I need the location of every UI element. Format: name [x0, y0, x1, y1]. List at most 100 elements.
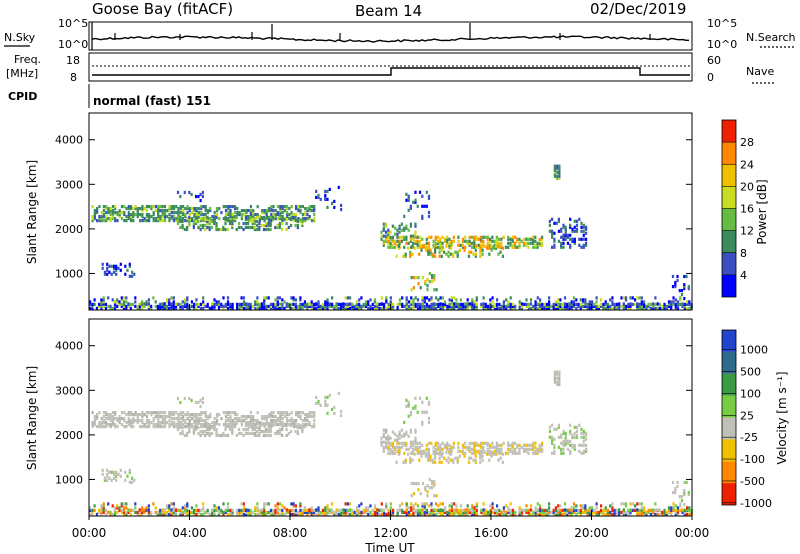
velocity-cell-495 — [224, 433, 227, 438]
velocity-cell-177 — [175, 411, 178, 415]
velocity-cell-1060 — [575, 425, 579, 429]
velocity-cell-111 — [145, 411, 148, 415]
velocity-cell-1127 — [91, 510, 94, 514]
velocity-cell-1121 — [433, 482, 436, 486]
power-cell-400 — [292, 213, 295, 217]
velocity-cell-124 — [152, 411, 155, 415]
power-cell-1685 — [643, 302, 646, 306]
velocity-cell-1405 — [378, 508, 381, 512]
velocity-cell-1541 — [507, 510, 510, 514]
velocity-cell-1509 — [475, 512, 478, 516]
velocity-cell-828 — [525, 447, 528, 451]
velocity-cell-1190 — [168, 508, 171, 512]
power-cell-102 — [141, 207, 144, 211]
velocity-cell-179 — [177, 419, 180, 423]
velocity-cell-381 — [281, 411, 284, 415]
power-cell-990 — [423, 204, 426, 208]
power-cell-1921 — [536, 296, 539, 300]
power-cell-1454 — [428, 306, 431, 310]
velocity-cell-1103 — [412, 482, 416, 486]
power-cell-1127 — [91, 304, 94, 308]
velocity-cell-1116 — [431, 486, 434, 490]
velocity-cell-259 — [215, 415, 219, 419]
velocity-cell-992 — [425, 396, 428, 400]
velocity-cell-524 — [251, 427, 254, 432]
velocity-cell-921 — [438, 460, 441, 464]
power-cell-1567 — [534, 302, 537, 306]
power-cell-1488 — [457, 304, 460, 308]
velocity-cell-92 — [136, 417, 139, 421]
power-cell-88 — [134, 207, 137, 211]
power-cell-1631 — [591, 304, 594, 308]
velocity-cell-956 — [483, 450, 486, 454]
velocity-cell-291 — [234, 421, 237, 425]
power-cell-1940 — [582, 298, 585, 302]
power-cell-441 — [176, 221, 180, 226]
power-cell-623 — [201, 194, 204, 199]
velocity-cell-130 — [157, 423, 160, 427]
velocity-cell-722 — [446, 441, 449, 445]
velocity-cell-1860 — [405, 502, 408, 506]
power-cell-1784 — [202, 302, 205, 306]
power-cell-812 — [513, 245, 517, 249]
noise-right-label: N.Search — [746, 31, 796, 44]
power-cell-721 — [446, 237, 449, 241]
velocity-cell-537 — [260, 429, 263, 434]
power-cell-736 — [461, 245, 465, 249]
velocity-cell-705 — [437, 451, 440, 455]
date-title: 02/Dec/2019 — [590, 0, 686, 18]
power-cell-280 — [229, 213, 232, 217]
velocity-cell-1392 — [364, 508, 368, 512]
power-cell-1887 — [450, 298, 453, 302]
power-cell-940 — [458, 248, 461, 252]
velocity-cell-1521 — [487, 510, 490, 514]
velocity-cell-2021 — [683, 489, 686, 493]
velocity-cell-895 — [402, 460, 405, 464]
velocity-cell-364 — [274, 419, 277, 423]
velocity-cell-1745 — [116, 506, 119, 510]
power-cell-56 — [118, 215, 121, 219]
power-cell-1069 — [582, 245, 585, 249]
velocity-cell-1787 — [211, 508, 214, 512]
velocity-cell-1642 — [602, 510, 605, 514]
velocity-colorbar-label: Velocity [m s⁻¹] — [775, 371, 789, 464]
velocity-cell-1504 — [471, 510, 474, 514]
velocity-cell-39 — [109, 417, 112, 421]
velocity-cell-1037 — [566, 447, 570, 451]
power-cell-1400 — [373, 304, 377, 308]
velocity-cell-1078 — [585, 443, 588, 447]
power-cell-989 — [421, 194, 424, 198]
velocity-cell-476 — [206, 421, 209, 426]
power-cell-1497 — [464, 304, 467, 308]
velocity-cell-1999 — [326, 403, 329, 407]
power-cell-1752 — [125, 300, 128, 304]
power-cell-997 — [548, 229, 551, 233]
power-cell-1632 — [591, 302, 594, 306]
velocity-cell-167 — [170, 411, 173, 415]
velocity-cell-1997 — [324, 395, 327, 399]
power-cell-1607 — [568, 304, 571, 308]
velocity-cell-1646 — [606, 512, 609, 516]
power-cell-2011 — [674, 283, 677, 287]
velocity-cell-1289 — [269, 510, 273, 514]
velocity-cell-1500 — [466, 510, 469, 514]
power-cell-39 — [109, 211, 112, 215]
power-cell-1640 — [600, 302, 603, 306]
velocity-cell-1934 — [570, 506, 573, 510]
power-cell-1727 — [688, 306, 691, 310]
velocity-cell-189 — [182, 423, 185, 427]
velocity-cell-1846 — [373, 504, 377, 508]
power-cell-953 — [481, 252, 484, 256]
power-cell-346 — [265, 209, 268, 213]
power-cell-1826 — [317, 302, 320, 306]
velocity-cell-1818 — [292, 502, 295, 506]
velocity-cell-340 — [263, 417, 266, 421]
velocity-cell-168 — [172, 425, 176, 429]
power-cell-282 — [229, 209, 232, 213]
power-cell-240 — [204, 213, 207, 217]
power-cell-188 — [179, 205, 182, 209]
velocity-cell-1763 — [147, 504, 150, 508]
velocity-cell-456 — [192, 431, 195, 436]
power-cell-131 — [157, 215, 160, 219]
power-ytick-label-3: 4000 — [55, 134, 83, 147]
